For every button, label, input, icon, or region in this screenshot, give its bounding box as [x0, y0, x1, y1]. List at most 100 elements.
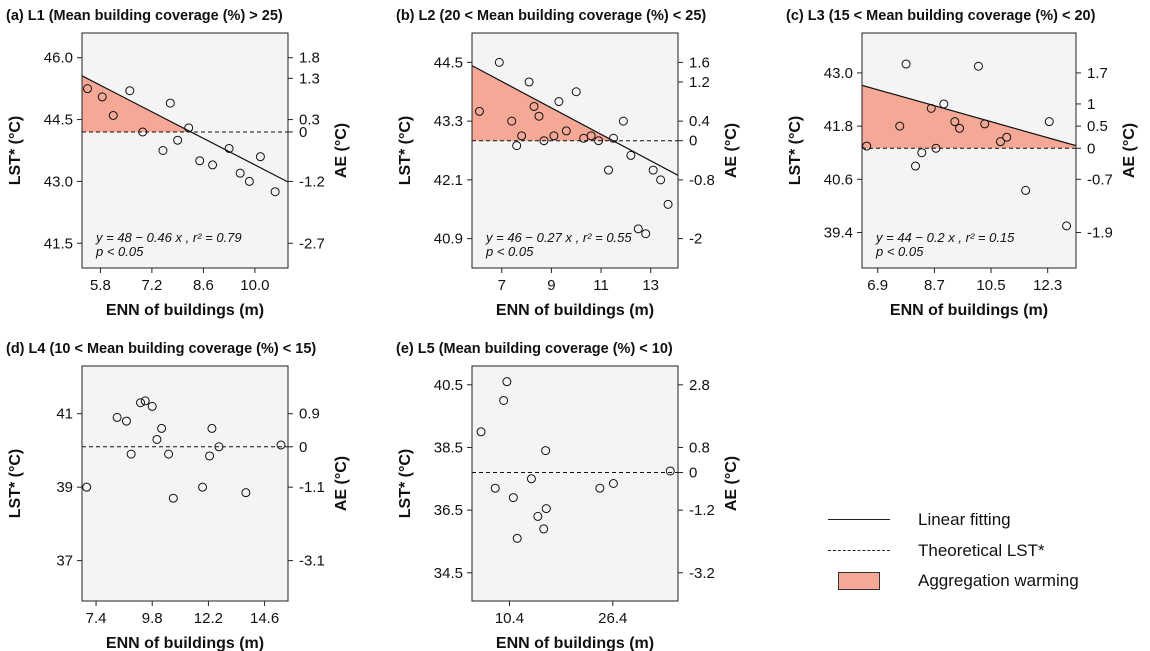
data-point — [950, 117, 960, 127]
data-point — [633, 224, 643, 234]
data-point — [604, 165, 614, 175]
x-tick-label: 7.2 — [141, 277, 162, 294]
data-point — [534, 111, 544, 121]
data-point — [138, 127, 148, 137]
x-tick-label: 12.3 — [1033, 277, 1062, 294]
y2-tick-label: -2.7 — [299, 235, 325, 252]
x-tick-label: 7 — [498, 277, 506, 294]
fit-pvalue: p < 0.05 — [875, 244, 924, 259]
y2-tick-label: 0 — [299, 124, 307, 141]
data-point — [586, 131, 596, 141]
data-point — [108, 110, 118, 120]
data-point — [224, 143, 234, 153]
data-point — [641, 229, 651, 239]
x-axis-label: ENN of buildings (m) — [106, 635, 264, 651]
data-point — [512, 533, 522, 543]
data-point — [152, 434, 162, 444]
data-point — [1002, 132, 1012, 142]
y2-tick-label: 1.6 — [689, 54, 710, 71]
fit-pvalue: p < 0.05 — [95, 244, 144, 259]
panel-3: 39.4 40.6 41.8 43.0 -1.9 -0.7 0 0.5 1 1.7 6.9 8.7 10… — [786, 8, 1138, 319]
data-point — [533, 511, 543, 521]
data-point — [494, 57, 504, 67]
data-point — [529, 101, 539, 111]
y2-tick-label: -2 — [689, 231, 702, 248]
legend-label-theoretical-lst: Theoretical LST* — [918, 541, 1045, 560]
data-point — [207, 423, 217, 433]
data-point — [541, 446, 551, 456]
y2-axis-label: AE (°C) — [333, 123, 350, 178]
x-axis-label: ENN of buildings (m) — [496, 302, 654, 319]
fit-pvalue: p < 0.05 — [485, 244, 534, 259]
data-point — [241, 488, 251, 498]
x-tick-label: 8.6 — [193, 277, 214, 294]
data-point — [571, 87, 581, 97]
data-point — [244, 176, 254, 186]
y-tick-label: 40.9 — [434, 231, 463, 248]
data-point — [508, 493, 518, 503]
panel-title: (b) L2 (20 < Mean building coverage (%) … — [396, 8, 706, 24]
plot-frame — [471, 365, 679, 602]
data-point — [490, 483, 500, 493]
plot-background — [472, 366, 678, 601]
data-point — [83, 84, 93, 94]
y-tick-label: 37 — [56, 553, 73, 570]
y2-tick-label: -0.7 — [1087, 171, 1113, 188]
data-point — [208, 160, 218, 170]
y2-tick-label: 0.8 — [689, 439, 710, 456]
y-tick-label: 43.0 — [824, 65, 853, 82]
y2-tick-label: 1.7 — [1087, 65, 1108, 82]
y-tick-label: 36.5 — [434, 502, 463, 519]
y2-tick-label: -0.8 — [689, 172, 715, 189]
y-tick-label: 41.8 — [824, 118, 853, 135]
data-point — [526, 474, 536, 484]
data-point — [136, 398, 146, 408]
plot-area — [82, 396, 288, 503]
data-point — [158, 146, 168, 155]
y-axis-label: LST* (°C) — [397, 449, 414, 519]
x-tick-label: 11 — [593, 277, 609, 294]
plot-area — [472, 377, 678, 543]
data-point — [608, 133, 618, 143]
data-point — [140, 396, 150, 406]
data-point — [184, 123, 194, 133]
y2-axis-label: AE (°C) — [1121, 123, 1138, 178]
y2-tick-label: -3.2 — [689, 565, 715, 582]
y-tick-label: 42.1 — [434, 172, 463, 189]
plot-frame — [861, 32, 1077, 269]
y-tick-label: 41.5 — [44, 235, 73, 252]
y2-tick-label: 1 — [1087, 96, 1095, 113]
plot-frame — [81, 32, 289, 269]
data-point — [499, 395, 509, 405]
data-point — [512, 141, 522, 151]
y-axis-label: LST* (°C) — [787, 116, 804, 186]
x-axis-label: ENN of buildings (m) — [106, 302, 264, 319]
plot-area — [472, 57, 678, 239]
y-axis-label: LST* (°C) — [7, 449, 24, 519]
plot-background — [862, 33, 1076, 268]
data-point — [955, 123, 965, 133]
y2-tick-label: 0 — [1087, 140, 1095, 157]
plot-background — [82, 33, 288, 268]
y2-tick-label: 0.9 — [299, 406, 320, 423]
data-point — [474, 106, 484, 116]
data-point — [539, 136, 549, 146]
y-tick-label: 46.0 — [44, 50, 73, 67]
data-point — [648, 165, 658, 175]
plot-frame — [471, 32, 679, 269]
y2-tick-label: -3.1 — [299, 553, 325, 570]
data-point — [663, 199, 673, 209]
y2-tick-label: 0.5 — [1087, 118, 1108, 135]
data-point — [595, 483, 605, 493]
linear-fit-line — [862, 84, 1076, 147]
data-point — [97, 92, 107, 102]
data-point — [125, 86, 135, 96]
data-point — [173, 135, 183, 145]
y-tick-label: 43.3 — [434, 113, 463, 130]
data-point — [157, 423, 167, 433]
data-point — [931, 143, 941, 153]
data-point — [539, 524, 549, 534]
data-point — [917, 148, 927, 158]
data-point — [862, 141, 872, 151]
